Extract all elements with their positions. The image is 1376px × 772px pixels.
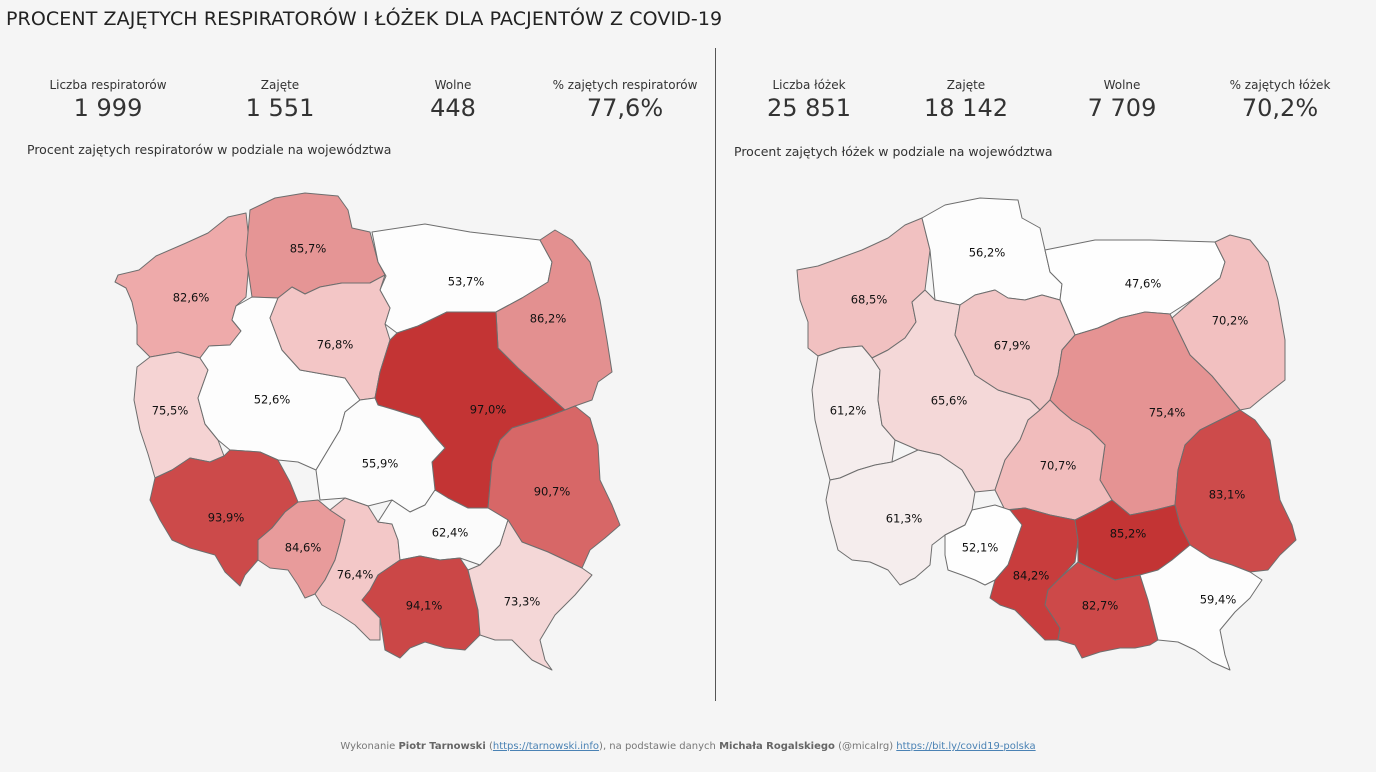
- footer-author-link[interactable]: https://tarnowski.info: [492, 741, 600, 752]
- page-title: PROCENT ZAJĘTYCH RESPIRATORÓW I ŁÓŻEK DL…: [6, 8, 723, 30]
- footer-source-link[interactable]: https://bit.ly/covid19-polska: [896, 741, 1036, 752]
- kpi-value: 1 999: [73, 94, 143, 122]
- kpi-value: 1 551: [245, 94, 315, 122]
- footer-author-pre: (: [485, 741, 493, 752]
- kpi-label: Wolne: [1103, 78, 1141, 92]
- kpi-value: 448: [430, 94, 476, 122]
- kpi-beds-total: Liczba łóżek 25 851: [724, 78, 894, 122]
- kpi-ventilators-total: Liczba respiratorów 1 999: [23, 78, 193, 122]
- ventilators-map-subtitle: Procent zajętych respiratorów w podziale…: [27, 142, 392, 157]
- kpi-beds-percent: % zajętych łóżek 70,2%: [1195, 78, 1365, 122]
- beds-map-subtitle: Procent zajętych łóżek w podziale na woj…: [734, 144, 1053, 159]
- region-malopolskie[interactable]: [361, 555, 481, 659]
- footer-mid: ), na podstawie danych: [599, 741, 720, 752]
- kpi-value: 7 709: [1087, 94, 1157, 122]
- footer-source-author: Michała Rogalskiego: [719, 741, 835, 752]
- kpi-value: 77,6%: [586, 94, 664, 122]
- footer-author: Piotr Tarnowski: [398, 741, 486, 752]
- kpi-ventilators-occupied: Zajęte 1 551: [195, 78, 365, 122]
- kpi-ventilators-free: Wolne 448: [368, 78, 538, 122]
- kpi-label: % zajętych respiratorów: [552, 78, 698, 92]
- region-podlaskie[interactable]: [1171, 234, 1286, 411]
- footer-source-handle: (@micalrg): [834, 741, 897, 752]
- kpi-value: 25 851: [767, 94, 851, 122]
- region-podkarpackie[interactable]: [1139, 544, 1263, 671]
- kpi-label: Zajęte: [260, 78, 300, 92]
- footer-credits: Wykonanie Piotr Tarnowski (https://tarno…: [0, 741, 1376, 752]
- kpi-value: 70,2%: [1241, 94, 1319, 122]
- kpi-beds-occupied: Zajęte 18 142: [881, 78, 1051, 122]
- kpi-value: 18 142: [924, 94, 1008, 122]
- region-kujawsko-pomorskie[interactable]: [269, 274, 391, 401]
- kpi-label: Liczba łóżek: [772, 78, 846, 92]
- kpi-ventilators-percent: % zajętych respiratorów 77,6%: [540, 78, 710, 122]
- footer-prefix: Wykonanie: [340, 741, 399, 752]
- kpi-label: Zajęte: [946, 78, 986, 92]
- region-podlaskie[interactable]: [495, 229, 613, 411]
- kpi-label: % zajętych łóżek: [1229, 78, 1331, 92]
- region-podkarpackie[interactable]: [467, 519, 593, 671]
- panel-divider: [715, 48, 716, 701]
- kpi-label: Liczba respiratorów: [49, 78, 167, 92]
- kpi-beds-free: Wolne 7 709: [1037, 78, 1207, 122]
- region-pomorskie[interactable]: [921, 197, 1063, 306]
- region-malopolskie[interactable]: [1044, 561, 1159, 659]
- kpi-label: Wolne: [434, 78, 472, 92]
